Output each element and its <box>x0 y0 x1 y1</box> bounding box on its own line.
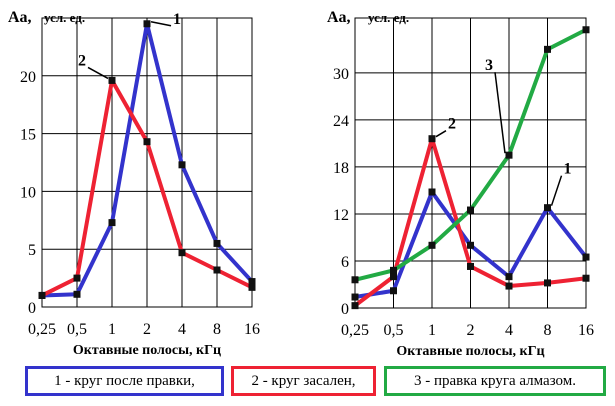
series-1-point <box>390 287 397 295</box>
series-2-point <box>351 302 359 310</box>
series-2-point <box>108 76 116 84</box>
series-1-point <box>505 273 513 281</box>
legend-item-1: 1 - круг после правки, <box>25 366 224 396</box>
chart-left: 0 5 10 15 20 0,25 0,5 1 2 4 8 16 Aa, усл. ед. Октавные… <box>8 9 260 358</box>
series-2-point <box>213 266 221 274</box>
legend-label-2: 2 - круг засален, <box>251 372 356 389</box>
y-tick-label: 0 <box>341 301 349 318</box>
y-tick-label: 6 <box>341 254 349 271</box>
series-1-point <box>108 219 116 227</box>
series-1-point <box>73 290 81 298</box>
series-2-point <box>467 262 474 270</box>
series-1-label: 1 <box>173 11 181 28</box>
x-axis-label: Октавные полосы, кГц <box>396 344 544 359</box>
series-3-point <box>467 206 474 214</box>
y-axis-label: Aa, <box>327 9 351 26</box>
series-2-point <box>544 279 551 287</box>
legend-label-3: 3 - правка круга алмазом. <box>414 372 576 389</box>
series-2-point <box>73 274 81 282</box>
x-tick-label: 1 <box>108 321 116 338</box>
legend-item-3: 3 - правка круга алмазом. <box>384 366 606 396</box>
series-2-label: 2 <box>448 116 456 133</box>
series-2-leader <box>87 66 109 80</box>
y-tick-label: 18 <box>333 160 349 177</box>
series-1-point <box>143 20 151 28</box>
series-3-point <box>351 276 359 284</box>
series-3-point <box>505 151 513 159</box>
x-tick-label: 0,5 <box>67 321 87 338</box>
x-tick-label: 8 <box>544 322 552 339</box>
x-tick-label: 8 <box>213 321 221 338</box>
series-1-point <box>213 239 221 247</box>
series-2-point <box>428 135 436 143</box>
series-2-label: 2 <box>78 52 86 69</box>
y-axis-unit: усл. ед. <box>368 10 409 25</box>
series-1-point <box>467 241 474 249</box>
series-1-point <box>178 161 186 169</box>
series-2-point <box>178 249 186 257</box>
x-tick-label: 0,5 <box>384 322 404 339</box>
series-2-point <box>248 283 256 291</box>
x-tick-label: 16 <box>578 322 594 339</box>
series-2-point <box>582 274 590 282</box>
x-tick-label: 4 <box>178 321 186 338</box>
legend-item-2: 2 - круг засален, <box>231 366 376 396</box>
y-axis-label: Aa, <box>8 9 32 26</box>
x-tick-label: 1 <box>428 322 436 339</box>
series-1-leader <box>150 21 172 27</box>
series-1-point <box>428 188 436 196</box>
series-1-label: 1 <box>564 161 572 178</box>
series-1-point <box>544 204 551 212</box>
y-tick-label: 5 <box>28 242 36 259</box>
series-3-point <box>582 26 590 34</box>
x-tick-label: 0,25 <box>341 322 369 339</box>
series-2-point <box>38 291 46 299</box>
y-axis-unit: усл. ед. <box>44 10 85 25</box>
series-1-point <box>248 278 256 286</box>
y-tick-label: 30 <box>333 66 349 83</box>
series-1-point <box>351 293 359 301</box>
y-tick-label: 12 <box>333 207 349 224</box>
y-tick-label: 15 <box>20 127 36 144</box>
y-tick-label: 10 <box>20 184 36 201</box>
series-3-leader <box>494 72 506 154</box>
series-2-point <box>505 282 513 290</box>
series-3-point <box>390 266 397 274</box>
series-3-label: 3 <box>485 57 493 74</box>
series-3-point <box>544 45 551 53</box>
series-1-leader <box>550 175 563 206</box>
x-axis-label: Октавные полосы, кГц <box>73 343 221 358</box>
y-tick-label: 20 <box>20 69 36 86</box>
x-tick-label: 4 <box>505 322 513 339</box>
x-tick-label: 2 <box>143 321 151 338</box>
y-tick-label: 24 <box>333 113 349 130</box>
series-2-point <box>143 138 151 146</box>
series-1-point <box>582 253 590 261</box>
x-tick-label: 16 <box>244 321 260 338</box>
x-tick-label: 0,25 <box>28 321 56 338</box>
y-tick-label: 0 <box>28 300 36 317</box>
series-2-leader <box>435 130 447 138</box>
x-tick-label: 2 <box>467 322 475 339</box>
series-3-point <box>428 241 436 249</box>
series-2-point <box>390 273 397 281</box>
legend-label-1: 1 - круг после правки, <box>54 372 195 389</box>
